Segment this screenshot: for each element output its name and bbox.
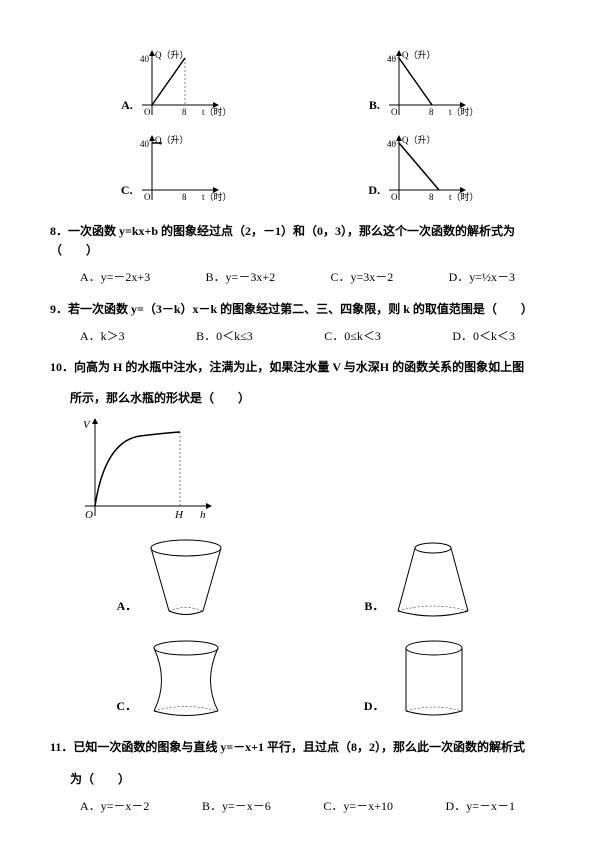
xaxis-label: t（时）: [202, 106, 227, 117]
svg-text:8: 8: [182, 192, 187, 202]
vessel-D-label: D．: [364, 697, 385, 716]
q8-D: D．y=½x－3: [449, 268, 515, 287]
q11-text1: 11．已知一次函数的图象与直线 y=－x+1 平行，且过点（8，2），那么此一次…: [50, 738, 545, 757]
graph-A: A. Q（升） t（时） 40 8 O: [121, 50, 227, 125]
q10-vessel-row-2: C． D．: [50, 636, 545, 726]
svg-text:Q（升）: Q（升）: [402, 135, 436, 145]
vessel-D: D．: [364, 636, 479, 726]
q9-D: D．0＜k＜3: [452, 327, 515, 346]
q7-graph-row-2: C. Q（升） t（时） 40 8 O D. Q（升） t（时） 40 8 O: [50, 135, 545, 210]
q11-B: B．y=－x－6: [202, 797, 271, 816]
q10-vessel-row-1: A． B．: [50, 536, 545, 626]
svg-text:t（时）: t（时）: [449, 106, 474, 117]
vessel-D-svg: [389, 636, 479, 726]
graph-C-label: C.: [121, 181, 133, 200]
svg-text:40: 40: [387, 54, 397, 64]
vessel-B-svg: [388, 536, 478, 626]
vessel-A-label: A．: [117, 597, 138, 616]
q9-text: 9．若一次函数 y=（3－k）x－k 的图象经过第二、三、四象限，则 k 的取值…: [50, 300, 545, 319]
svg-text:H: H: [174, 509, 184, 521]
svg-text:8: 8: [429, 192, 434, 202]
graph-B: B. Q（升） t（时） 40 8 O: [369, 50, 474, 125]
svg-text:40: 40: [140, 139, 150, 149]
q11-D: D．y=－x－1: [446, 797, 515, 816]
vessel-A: A．: [117, 536, 232, 626]
graph-A-label: A.: [121, 96, 133, 115]
q9-options: A．k＞3 B．0＜k≤3 C．0≤k＜3 D．0＜k＜3: [50, 327, 545, 346]
q10-graph: V h O H: [80, 416, 545, 526]
vessel-C-svg: [141, 636, 231, 726]
svg-text:40: 40: [387, 139, 397, 149]
svg-text:O: O: [391, 107, 398, 117]
svg-text:V: V: [83, 419, 91, 431]
xmark: 8: [182, 107, 187, 117]
q8-options: A．y=－2x+3 B．y=－3x+2 C．y=3x－2 D．y=½x－3: [50, 268, 545, 287]
svg-text:t（时）: t（时）: [449, 191, 474, 202]
svg-text:O: O: [391, 192, 398, 202]
q8-text: 8．一次函数 y=kx+b 的图象经过点（2，－1）和（0，3），那么这个一次函…: [50, 222, 545, 260]
q7-graph-row-1: A. Q（升） t（时） 40 8 O B. Q（升） t（时） 40 8 O: [50, 50, 545, 125]
svg-text:O: O: [144, 192, 151, 202]
graph-C: C. Q（升） t（时） 40 8 O: [121, 135, 227, 210]
vessel-A-svg: [141, 536, 231, 626]
q11-text2: 为（ ）: [50, 770, 545, 789]
q10-text1: 10．向高为 H 的水瓶中注水，注满为止，如果注水量 V 与水深H 的函数关系的…: [50, 358, 545, 377]
q10-graph-svg: V h O H: [80, 416, 220, 526]
vessel-B: B．: [364, 536, 478, 626]
q9-B: B．0＜k≤3: [196, 327, 253, 346]
graph-C-svg: Q（升） t（时） 40 8 O: [137, 135, 227, 210]
vessel-C-label: C．: [116, 697, 137, 716]
graph-D-svg: Q（升） t（时） 40 8 O: [384, 135, 474, 210]
graph-D-label: D.: [368, 181, 380, 200]
q11-A: A．y=－x－2: [80, 797, 149, 816]
q8-C: C．y=3x－2: [330, 268, 393, 287]
q8-B: B．y=－3x+2: [206, 268, 276, 287]
q9-C: C．0≤k＜3: [324, 327, 381, 346]
graph-D: D. Q（升） t（时） 40 8 O: [368, 135, 474, 210]
svg-text:O: O: [85, 509, 93, 521]
q9-A: A．k＞3: [80, 327, 125, 346]
graph-B-svg: Q（升） t（时） 40 8 O: [384, 50, 474, 125]
yaxis-label: Q（升）: [155, 50, 189, 60]
svg-text:Q（升）: Q（升）: [402, 50, 436, 60]
q11-C: C．y=－x+10: [323, 797, 393, 816]
ymark: 40: [140, 54, 150, 64]
q8-A: A．y=－2x+3: [80, 268, 150, 287]
svg-text:O: O: [144, 107, 151, 117]
vessel-C: C．: [116, 636, 231, 726]
q11-options: A．y=－x－2 B．y=－x－6 C．y=－x+10 D．y=－x－1: [50, 797, 545, 816]
graph-A-svg: Q（升） t（时） 40 8 O: [137, 50, 227, 125]
svg-text:h: h: [200, 509, 206, 521]
vessel-B-label: B．: [364, 597, 384, 616]
svg-text:t（时）: t（时）: [202, 191, 227, 202]
q10-text2: 所示，那么水瓶的形状是（ ）: [50, 389, 545, 408]
svg-text:8: 8: [429, 107, 434, 117]
graph-B-label: B.: [369, 96, 380, 115]
